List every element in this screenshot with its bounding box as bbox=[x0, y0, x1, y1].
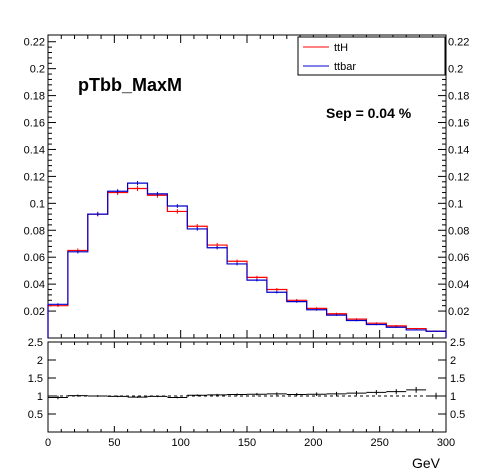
y-tick-label-right: 0.12 bbox=[448, 171, 469, 183]
ratio-y-tick-label-right: 2 bbox=[450, 355, 456, 367]
y-tick-label-right: 0.22 bbox=[448, 37, 469, 49]
ratio-y-tick-label-right: 2.5 bbox=[450, 337, 465, 349]
y-tick-label-right: 0.1 bbox=[448, 198, 463, 210]
ratio-y-tick-label-left: 1.5 bbox=[28, 373, 43, 385]
y-tick-label-left: 0.02 bbox=[24, 306, 45, 318]
ratio-plot-pad: 0 50 100 150 200 250 300 0.5 0.5 1 1 1.5 1.5 2 2 2.5 2.5 bbox=[28, 337, 466, 449]
main-plot-pad: 0.02 0.02 0.04 0.04 0.06 0.06 0.08 0.08 0.1 0.1 0.… bbox=[24, 34, 469, 339]
legend: ttH ttbar bbox=[297, 36, 446, 76]
legend-label-ttbar: ttbar bbox=[334, 61, 356, 73]
y-tick-label-left: 0.1 bbox=[30, 198, 45, 210]
x-tick-label: 0 bbox=[45, 437, 51, 449]
ratio-y-tick-label-left: 0.5 bbox=[28, 409, 43, 421]
legend-label-tth: ttH bbox=[334, 42, 348, 54]
x-tick-label: 100 bbox=[171, 437, 189, 449]
chart-title: pTbb_MaxM bbox=[78, 75, 182, 95]
y-tick-label-left: 0.22 bbox=[24, 37, 45, 49]
ratio-y-tick-label-right: 1 bbox=[450, 391, 456, 403]
y-tick-label-right: 0.06 bbox=[448, 252, 469, 264]
ratio-y-tick-label-right: 0.5 bbox=[450, 409, 465, 421]
y-tick-label-right: 0.2 bbox=[448, 64, 463, 76]
y-tick-label-left: 0.04 bbox=[24, 279, 45, 291]
y-tick-label-left: 0.12 bbox=[24, 171, 45, 183]
series-ttbar-histogram bbox=[47, 182, 447, 338]
x-tick-label: 200 bbox=[304, 437, 322, 449]
ratio-plot-frame bbox=[47, 341, 447, 433]
y-tick-label-right: 0.08 bbox=[448, 225, 469, 237]
x-tick-label: 250 bbox=[370, 437, 388, 449]
ratio-y-tick-label-right: 1.5 bbox=[450, 373, 465, 385]
ratio-y-tick-label-left: 1 bbox=[37, 391, 43, 403]
y-tick-label-left: 0.08 bbox=[24, 225, 45, 237]
y-tick-label-left: 0.06 bbox=[24, 252, 45, 264]
x-tick-label: 150 bbox=[238, 437, 256, 449]
ratio-y-tick-label-left: 2.5 bbox=[28, 337, 43, 349]
x-tick-label: 300 bbox=[437, 437, 455, 449]
y-tick-label-right: 0.18 bbox=[448, 91, 469, 103]
y-tick-label-right: 0.14 bbox=[448, 144, 469, 156]
y-tick-label-right: 0.16 bbox=[448, 118, 469, 130]
separation-annotation: Sep = 0.04 % bbox=[326, 105, 412, 121]
legend-box bbox=[297, 36, 446, 76]
x-axis-title: GeV bbox=[412, 455, 441, 471]
ratio-y-tick-label-left: 2 bbox=[37, 355, 43, 367]
y-tick-label-right: 0.04 bbox=[448, 279, 469, 291]
y-tick-label-left: 0.14 bbox=[24, 144, 45, 156]
y-tick-label-left: 0.16 bbox=[24, 118, 45, 130]
y-tick-label-right: 0.02 bbox=[448, 306, 469, 318]
y-tick-label-left: 0.2 bbox=[30, 64, 45, 76]
y-tick-label-left: 0.18 bbox=[24, 91, 45, 103]
x-tick-label: 50 bbox=[108, 437, 120, 449]
